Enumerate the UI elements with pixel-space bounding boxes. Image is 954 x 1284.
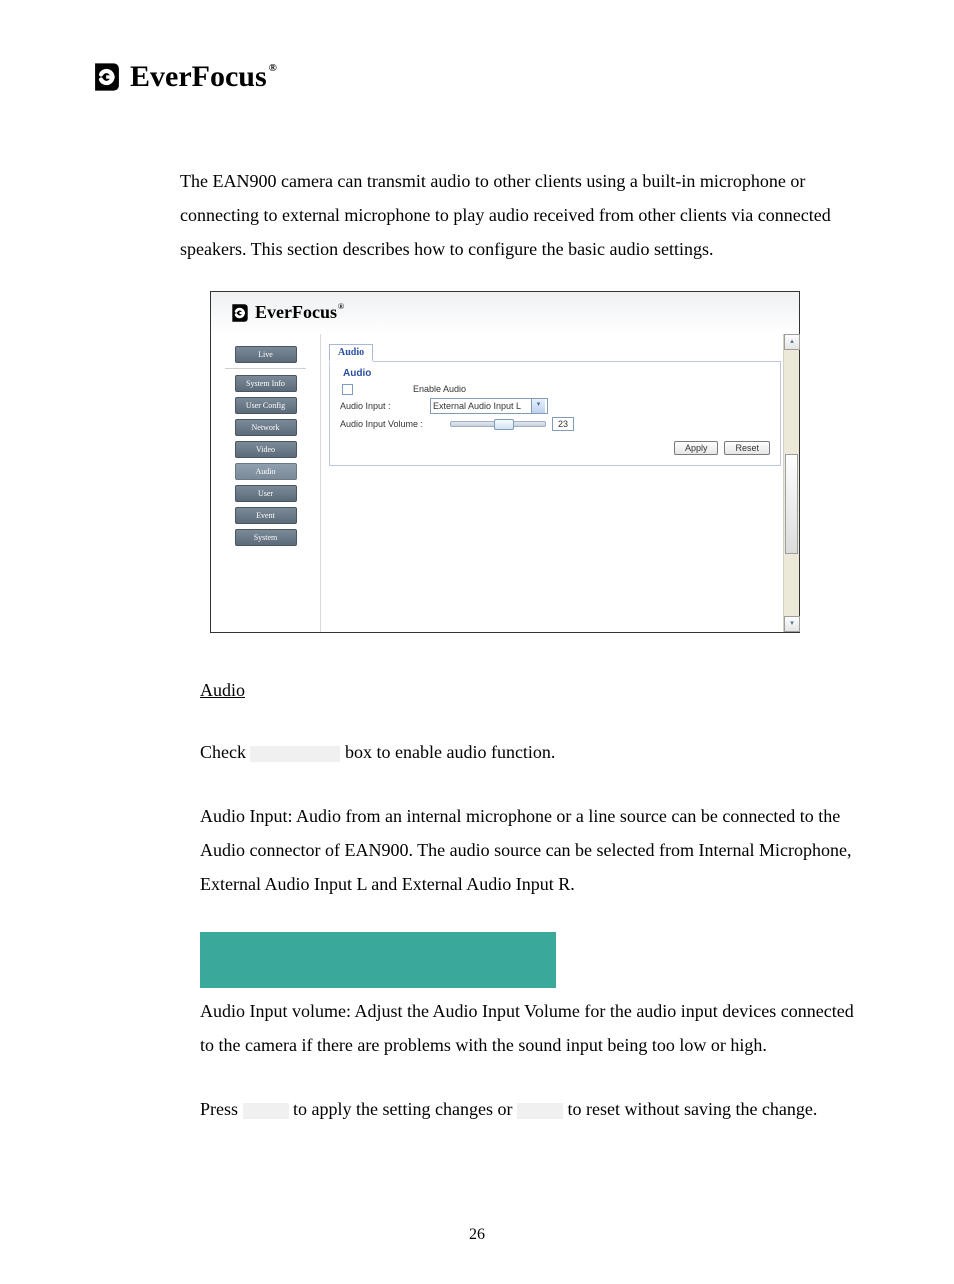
logo-registered: ®: [269, 62, 277, 74]
scroll-thumb[interactable]: [785, 454, 798, 554]
page-logo: EverFocus ®: [90, 60, 864, 94]
sidebar-item-user[interactable]: User: [235, 485, 297, 502]
scroll-down-icon[interactable]: ▾: [784, 616, 800, 632]
screenshot-logo-icon: [229, 302, 251, 324]
sidebar: Live System Info User Config Network Vid…: [211, 334, 321, 632]
content-pane: Audio Audio Enable Audio Audio Input : E…: [321, 334, 799, 632]
audio-input-label: Audio Input :: [340, 401, 430, 411]
screenshot-brand: EverFocus: [255, 302, 337, 323]
logo-icon: [90, 60, 124, 94]
sidebar-item-live[interactable]: Live: [235, 346, 297, 363]
chevron-down-icon: ▾: [531, 399, 545, 413]
p1-b: box to enable audio function.: [345, 742, 555, 762]
audio-volume-value: 23: [552, 417, 574, 431]
page-number: 26: [90, 1226, 864, 1244]
audio-enable-paragraph: Check box to enable audio function.: [200, 735, 864, 769]
p4-c: to reset without saving the change.: [567, 1099, 817, 1119]
logo-brand: EverFocus: [130, 60, 267, 94]
sidebar-item-event[interactable]: Event: [235, 507, 297, 524]
audio-volume-slider[interactable]: [450, 421, 546, 427]
p1-a: Check: [200, 742, 250, 762]
apply-button[interactable]: Apply: [674, 441, 719, 455]
p4-b: to apply the setting changes or: [293, 1099, 517, 1119]
audio-input-value: External Audio Input L: [433, 401, 521, 411]
enable-audio-checkbox[interactable]: [342, 384, 353, 395]
audio-volume-paragraph: Audio Input volume: Adjust the Audio Inp…: [200, 994, 864, 1062]
apply-placeholder: [243, 1103, 289, 1119]
enable-audio-label: Enable Audio: [413, 384, 466, 394]
logo-text: EverFocus ®: [130, 60, 277, 94]
screenshot-logo-text: EverFocus ®: [255, 302, 344, 323]
intro-paragraph: The EAN900 camera can transmit audio to …: [180, 164, 864, 267]
scroll-up-icon[interactable]: ▴: [784, 334, 800, 350]
apply-reset-paragraph: Press to apply the setting changes or to…: [200, 1092, 864, 1126]
sidebar-item-audio[interactable]: Audio: [235, 463, 297, 480]
fieldset-legend: Audio: [340, 368, 374, 379]
reset-placeholder: [517, 1103, 563, 1119]
audio-input-paragraph: Audio Input: Audio from an internal micr…: [200, 799, 864, 902]
sidebar-separator: [225, 368, 306, 369]
audio-heading: Audio: [200, 673, 864, 707]
p4-a: Press: [200, 1099, 243, 1119]
note-block: [200, 932, 556, 988]
scrollbar[interactable]: ▴ ▾: [783, 334, 799, 632]
audio-fieldset: Audio Enable Audio Audio Input : Externa…: [329, 361, 781, 466]
screenshot-header: EverFocus ®: [211, 292, 799, 334]
checkbox-placeholder: [250, 746, 340, 762]
sidebar-item-system-info[interactable]: System Info: [235, 375, 297, 392]
sidebar-item-network[interactable]: Network: [235, 419, 297, 436]
slider-thumb[interactable]: [494, 419, 514, 430]
reset-button[interactable]: Reset: [724, 441, 770, 455]
sidebar-item-system[interactable]: System: [235, 529, 297, 546]
settings-screenshot: EverFocus ® Live System Info User Config…: [210, 291, 800, 633]
audio-volume-label: Audio Input Volume :: [340, 419, 450, 429]
screenshot-registered: ®: [338, 302, 344, 311]
audio-input-select[interactable]: External Audio Input L ▾: [430, 398, 548, 414]
sidebar-item-video[interactable]: Video: [235, 441, 297, 458]
tab-audio[interactable]: Audio: [329, 344, 373, 362]
sidebar-item-user-config[interactable]: User Config: [235, 397, 297, 414]
